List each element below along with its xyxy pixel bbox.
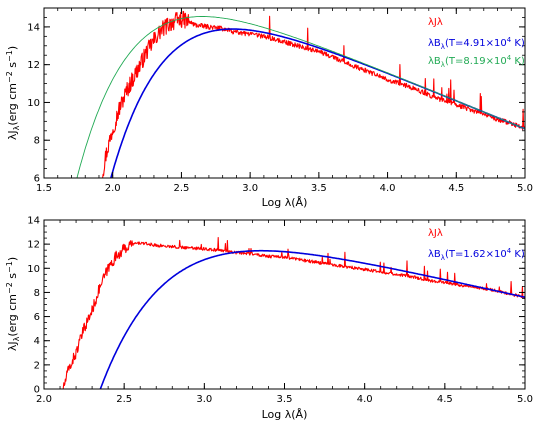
top-y-tick-label: 6 [34,174,40,185]
top-legend: λJλ λBλ(T=4.91×104 K) λBλ(T=8.19×104 K) [428,17,525,69]
bottom-y-tick-label: 8 [34,288,40,299]
top-x-tick-label: 4.5 [448,183,464,194]
bottom-y-tick-label: 12 [27,240,40,251]
bottom-plot-frame [43,219,526,390]
top-legend-blackbody-2: λBλ(T=8.19×104 K) [428,54,525,69]
bottom-y-tick-label: 0 [34,385,40,396]
bottom-panel: 2.0 2.5 3.0 3.5 4.0 4.5 5.0 0 2 4 6 8 10 12 14 Log λ(Å… [5,216,533,422]
bottom-ticks: 2.0 2.5 3.0 3.5 4.0 4.5 5.0 0 2 4 6 8 10 12 14 [27,216,533,406]
bottom-x-tick-label: 3.0 [196,394,212,405]
top-y-axis-label: λJλ(erg cm−2 s−1) [5,46,21,140]
top-plot-frame [43,7,526,179]
bottom-x-tick-label: 5.0 [517,394,533,405]
top-x-tick-label: 3.0 [242,183,258,194]
top-legend-blackbody-1: λBλ(T=4.91×104 K) [428,36,525,51]
top-panel: 1.5 2.0 2.5 3.0 3.5 4.0 4.5 5.0 6 8 10 12 14 Log λ(Å… [5,7,533,209]
bottom-legend: λJλ λBλ(T=1.62×104 K) [428,228,525,262]
top-x-tick-label: 2.0 [105,183,121,194]
top-series-spectrum [101,10,525,178]
top-series-layer [76,10,525,178]
top-y-tick-label: 8 [34,136,40,147]
bottom-x-tick-label: 4.0 [357,394,373,405]
top-y-tick-label: 10 [27,98,40,109]
bottom-legend-blackbody: λBλ(T=1.62×104 K) [428,247,525,262]
bottom-x-tick-label: 2.5 [116,394,132,405]
top-x-axis-label: Log λ(Å) [262,196,308,209]
bottom-y-tick-label: 10 [27,264,40,275]
top-x-tick-label: 5.0 [517,183,533,194]
bottom-y-tick-label: 4 [34,336,40,347]
top-y-tick-label: 12 [27,60,40,71]
top-series-blackbody-2 [76,16,525,178]
bottom-series-blackbody-1 [99,249,525,389]
top-ticks: 1.5 2.0 2.5 3.0 3.5 4.0 4.5 5.0 6 8 10 12 14 [27,7,533,194]
bottom-y-tick-label: 14 [27,216,40,227]
top-legend-spectrum: λJλ [428,17,443,28]
bottom-x-axis-label: Log λ(Å) [262,408,308,421]
top-x-tick-label: 2.5 [173,183,189,194]
top-y-tick-label: 14 [27,22,40,33]
bottom-y-tick-label: 6 [34,312,40,323]
bottom-x-tick-label: 3.5 [277,394,293,405]
bottom-x-tick-label: 2.0 [36,394,52,405]
bottom-legend-spectrum: λJλ [428,228,443,239]
bottom-x-tick-label: 4.5 [437,394,453,405]
top-x-tick-label: 4.0 [380,183,396,194]
bottom-y-tick-label: 2 [34,360,40,371]
bottom-series-spectrum [62,236,525,389]
top-x-tick-label: 1.5 [36,183,52,194]
top-x-tick-label: 3.5 [311,183,327,194]
bottom-y-axis-label: λJλ(erg cm−2 s−1) [5,257,21,351]
bottom-series-layer [62,236,525,389]
